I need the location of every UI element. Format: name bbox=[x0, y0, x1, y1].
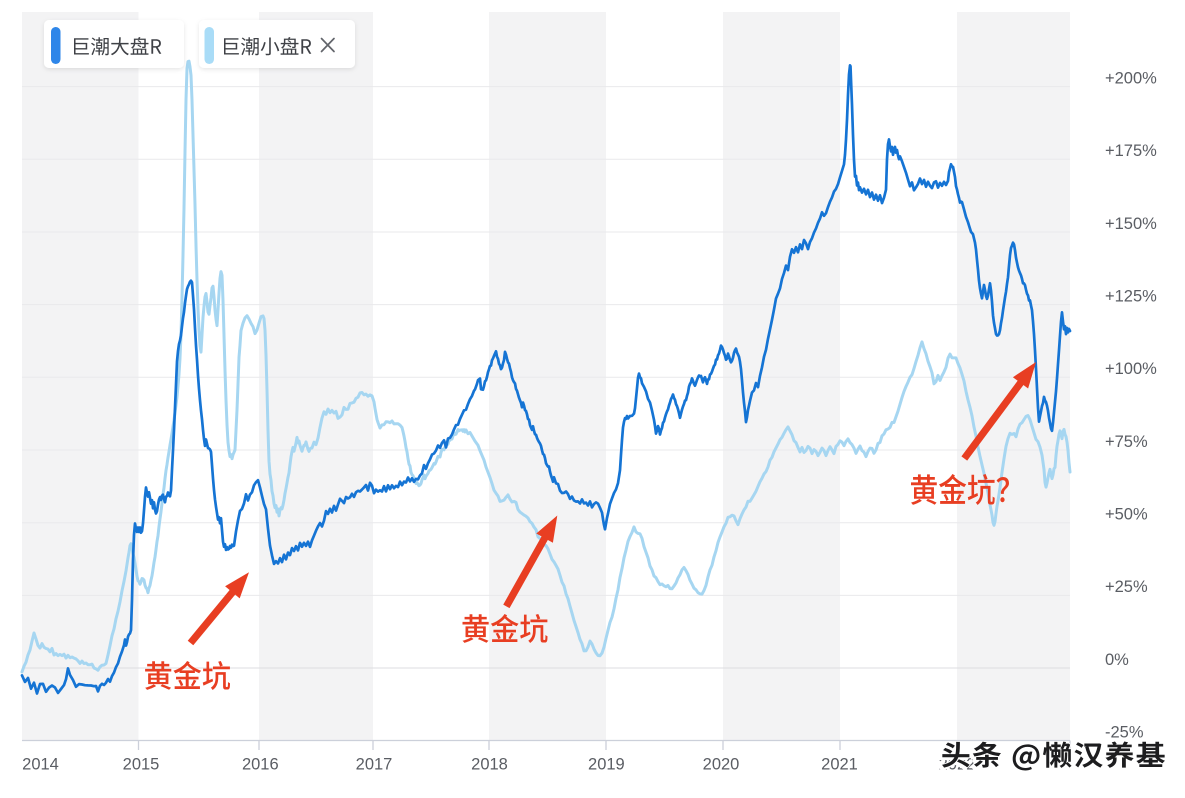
svg-text:2018: 2018 bbox=[471, 756, 508, 774]
svg-text:+100%: +100% bbox=[1105, 360, 1157, 378]
svg-text:+175%: +175% bbox=[1105, 142, 1157, 160]
svg-text:+50%: +50% bbox=[1105, 506, 1148, 524]
svg-text:+125%: +125% bbox=[1105, 287, 1157, 305]
svg-text:2016: 2016 bbox=[242, 756, 279, 774]
svg-text:+150%: +150% bbox=[1105, 215, 1157, 233]
svg-text:-25%: -25% bbox=[1105, 724, 1144, 742]
svg-text:2015: 2015 bbox=[123, 756, 160, 774]
svg-text:2019: 2019 bbox=[588, 756, 625, 774]
svg-text:2014: 2014 bbox=[22, 756, 59, 774]
svg-text:+75%: +75% bbox=[1105, 433, 1148, 451]
svg-text:+200%: +200% bbox=[1105, 69, 1157, 87]
svg-text:+25%: +25% bbox=[1105, 578, 1148, 596]
svg-text:2021: 2021 bbox=[821, 756, 858, 774]
svg-text:2020: 2020 bbox=[703, 756, 740, 774]
svg-text:2017: 2017 bbox=[356, 756, 393, 774]
svg-text:0%: 0% bbox=[1105, 651, 1129, 669]
